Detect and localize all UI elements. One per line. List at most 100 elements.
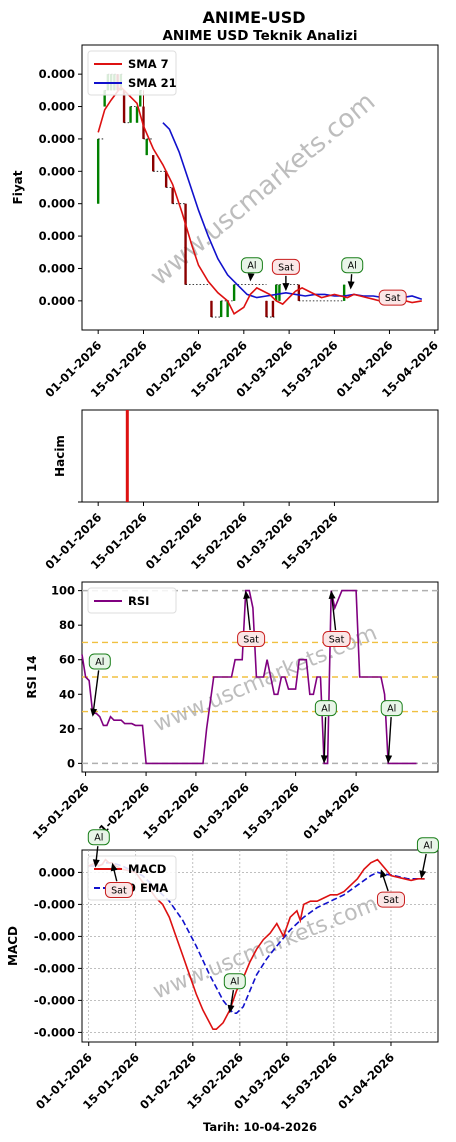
candle-body-up	[219, 300, 223, 318]
price-panel: 0.000 0.000 0.000 0.000 0.000 0.000 0.000 0.000…	[11, 44, 441, 400]
buy-signal-box	[87, 829, 110, 846]
candle-body-up	[103, 90, 106, 107]
date-footer: Tarih: 10-04-2026	[203, 1120, 317, 1134]
candle-body-up	[145, 138, 148, 156]
annotation-arrowhead	[110, 862, 118, 872]
candle-body-down	[210, 300, 213, 318]
annotation-arrowhead	[282, 283, 290, 292]
annotation-arrow	[387, 717, 392, 762]
buy-signal-label: Al	[321, 704, 330, 715]
y-axis-label: Hacim	[53, 435, 67, 477]
y-tick-label: 0.000	[39, 164, 75, 178]
annotation-arrowhead	[320, 755, 328, 764]
candle-body-up	[226, 300, 229, 318]
buy-signal-box	[223, 973, 246, 990]
legend-label: RSI	[128, 594, 149, 608]
annotation-arrow	[330, 592, 337, 631]
x-tick-label: 01-04-2026	[335, 1050, 397, 1112]
sma21-line	[162, 122, 423, 300]
plot-frame	[81, 44, 439, 331]
sell-signal-label: Sat	[111, 886, 127, 897]
y-tick-label: 0	[67, 756, 75, 770]
candle-body-down	[164, 171, 168, 188]
candle-body-down	[265, 300, 268, 318]
candle-body-down	[297, 284, 301, 301]
candle-body-down	[122, 90, 126, 123]
buy-signal-box	[88, 653, 111, 670]
candle-body-down	[152, 155, 155, 172]
sell-signal-box	[104, 882, 133, 898]
candle-body-up	[232, 284, 236, 301]
candle-body-down	[271, 300, 275, 318]
buy-signal-label: Al	[348, 261, 357, 272]
annotation-arrowhead	[419, 870, 427, 879]
annotation-arrowhead	[347, 281, 355, 290]
sell-signal-box	[322, 631, 351, 647]
candle-body-down	[142, 106, 145, 139]
buy-signal-label: Al	[94, 833, 103, 844]
y-tick-label: 60	[59, 653, 75, 667]
y-tick-label: 0.000	[39, 229, 75, 243]
candle-body-up	[135, 106, 139, 123]
sell-signal-label: Sat	[383, 895, 399, 906]
x-tick-label: 01-04-2026	[300, 780, 362, 842]
y-tick-label: 80	[59, 618, 75, 632]
candle-body-down	[171, 187, 174, 204]
sell-signal-box	[378, 289, 407, 306]
annotation-arrowhead	[380, 869, 387, 878]
annotation-arrowhead	[92, 859, 100, 868]
y-tick-label: 0.000	[39, 261, 75, 275]
macd-panel: 0.000 -0.000 -0.000 -0.000 -0.000 -0.000 MACD 0…	[6, 829, 439, 1112]
chart-title: ANIME-USD	[202, 8, 305, 27]
y-axis-label: RSI 14	[25, 655, 39, 698]
legend-label: MACD	[128, 862, 166, 876]
buy-signal-box	[380, 700, 403, 717]
legend-label: SMA 21	[128, 76, 177, 90]
buy-signal-label: Al	[95, 657, 104, 668]
y-tick-label: 0.000	[39, 132, 75, 146]
annotation-arrowhead	[90, 708, 98, 717]
annotation-arrow	[92, 670, 100, 715]
sell-signal-label: Sat	[278, 262, 294, 273]
annotation-arrowhead	[243, 590, 251, 599]
sell-signal-label: Sat	[329, 635, 345, 646]
sell-signal-label: Sat	[385, 293, 401, 304]
sma7-line	[97, 85, 422, 315]
annotation-arrow	[323, 717, 327, 762]
annotation-arrowhead	[328, 590, 336, 599]
buy-signal-box	[240, 257, 263, 274]
buy-signal-label: Al	[387, 704, 396, 715]
y-tick-label: 0.000	[39, 100, 75, 114]
candle-body-up	[278, 284, 281, 301]
legend-box	[87, 587, 177, 614]
y-tick-label: 40	[59, 687, 75, 701]
buy-signal-box	[341, 257, 364, 274]
legend-label: 9 EMA	[128, 881, 168, 895]
y-tick-label: -0.000	[34, 961, 75, 975]
volume-panel: Hacim01-01-202615-01-202601-02-202615-02…	[42, 409, 439, 572]
chart-subtitle: ANIME USD Teknik Analizi	[162, 28, 357, 44]
buy-signal-label: Al	[230, 977, 239, 988]
y-axis-label: Fiyat	[11, 170, 25, 204]
y-axis-label: MACD	[6, 926, 20, 966]
watermark: www.uscmarkets.com	[150, 891, 382, 1004]
annotation-arrow	[245, 592, 251, 631]
candle-body-up	[342, 284, 346, 301]
y-tick-label: -0.000	[34, 929, 75, 943]
y-tick-label: 0.000	[39, 67, 75, 81]
legend-label: SMA 7	[128, 57, 169, 71]
buy-signal-box	[416, 837, 439, 854]
candle-body-up	[96, 138, 100, 204]
annotation-arrowhead	[247, 273, 255, 282]
y-tick-label: 100	[51, 584, 75, 598]
plot-frame	[81, 849, 439, 1043]
x-tick-label: 15-01-2026	[30, 780, 92, 842]
y-tick-label: 0.000	[39, 294, 75, 308]
sell-signal-label: Sat	[243, 635, 259, 646]
annotation-arrowhead	[385, 755, 393, 764]
y-tick-label: -0.000	[34, 1025, 75, 1039]
sell-signal-box	[271, 258, 300, 275]
y-tick-label: -0.000	[34, 993, 75, 1007]
